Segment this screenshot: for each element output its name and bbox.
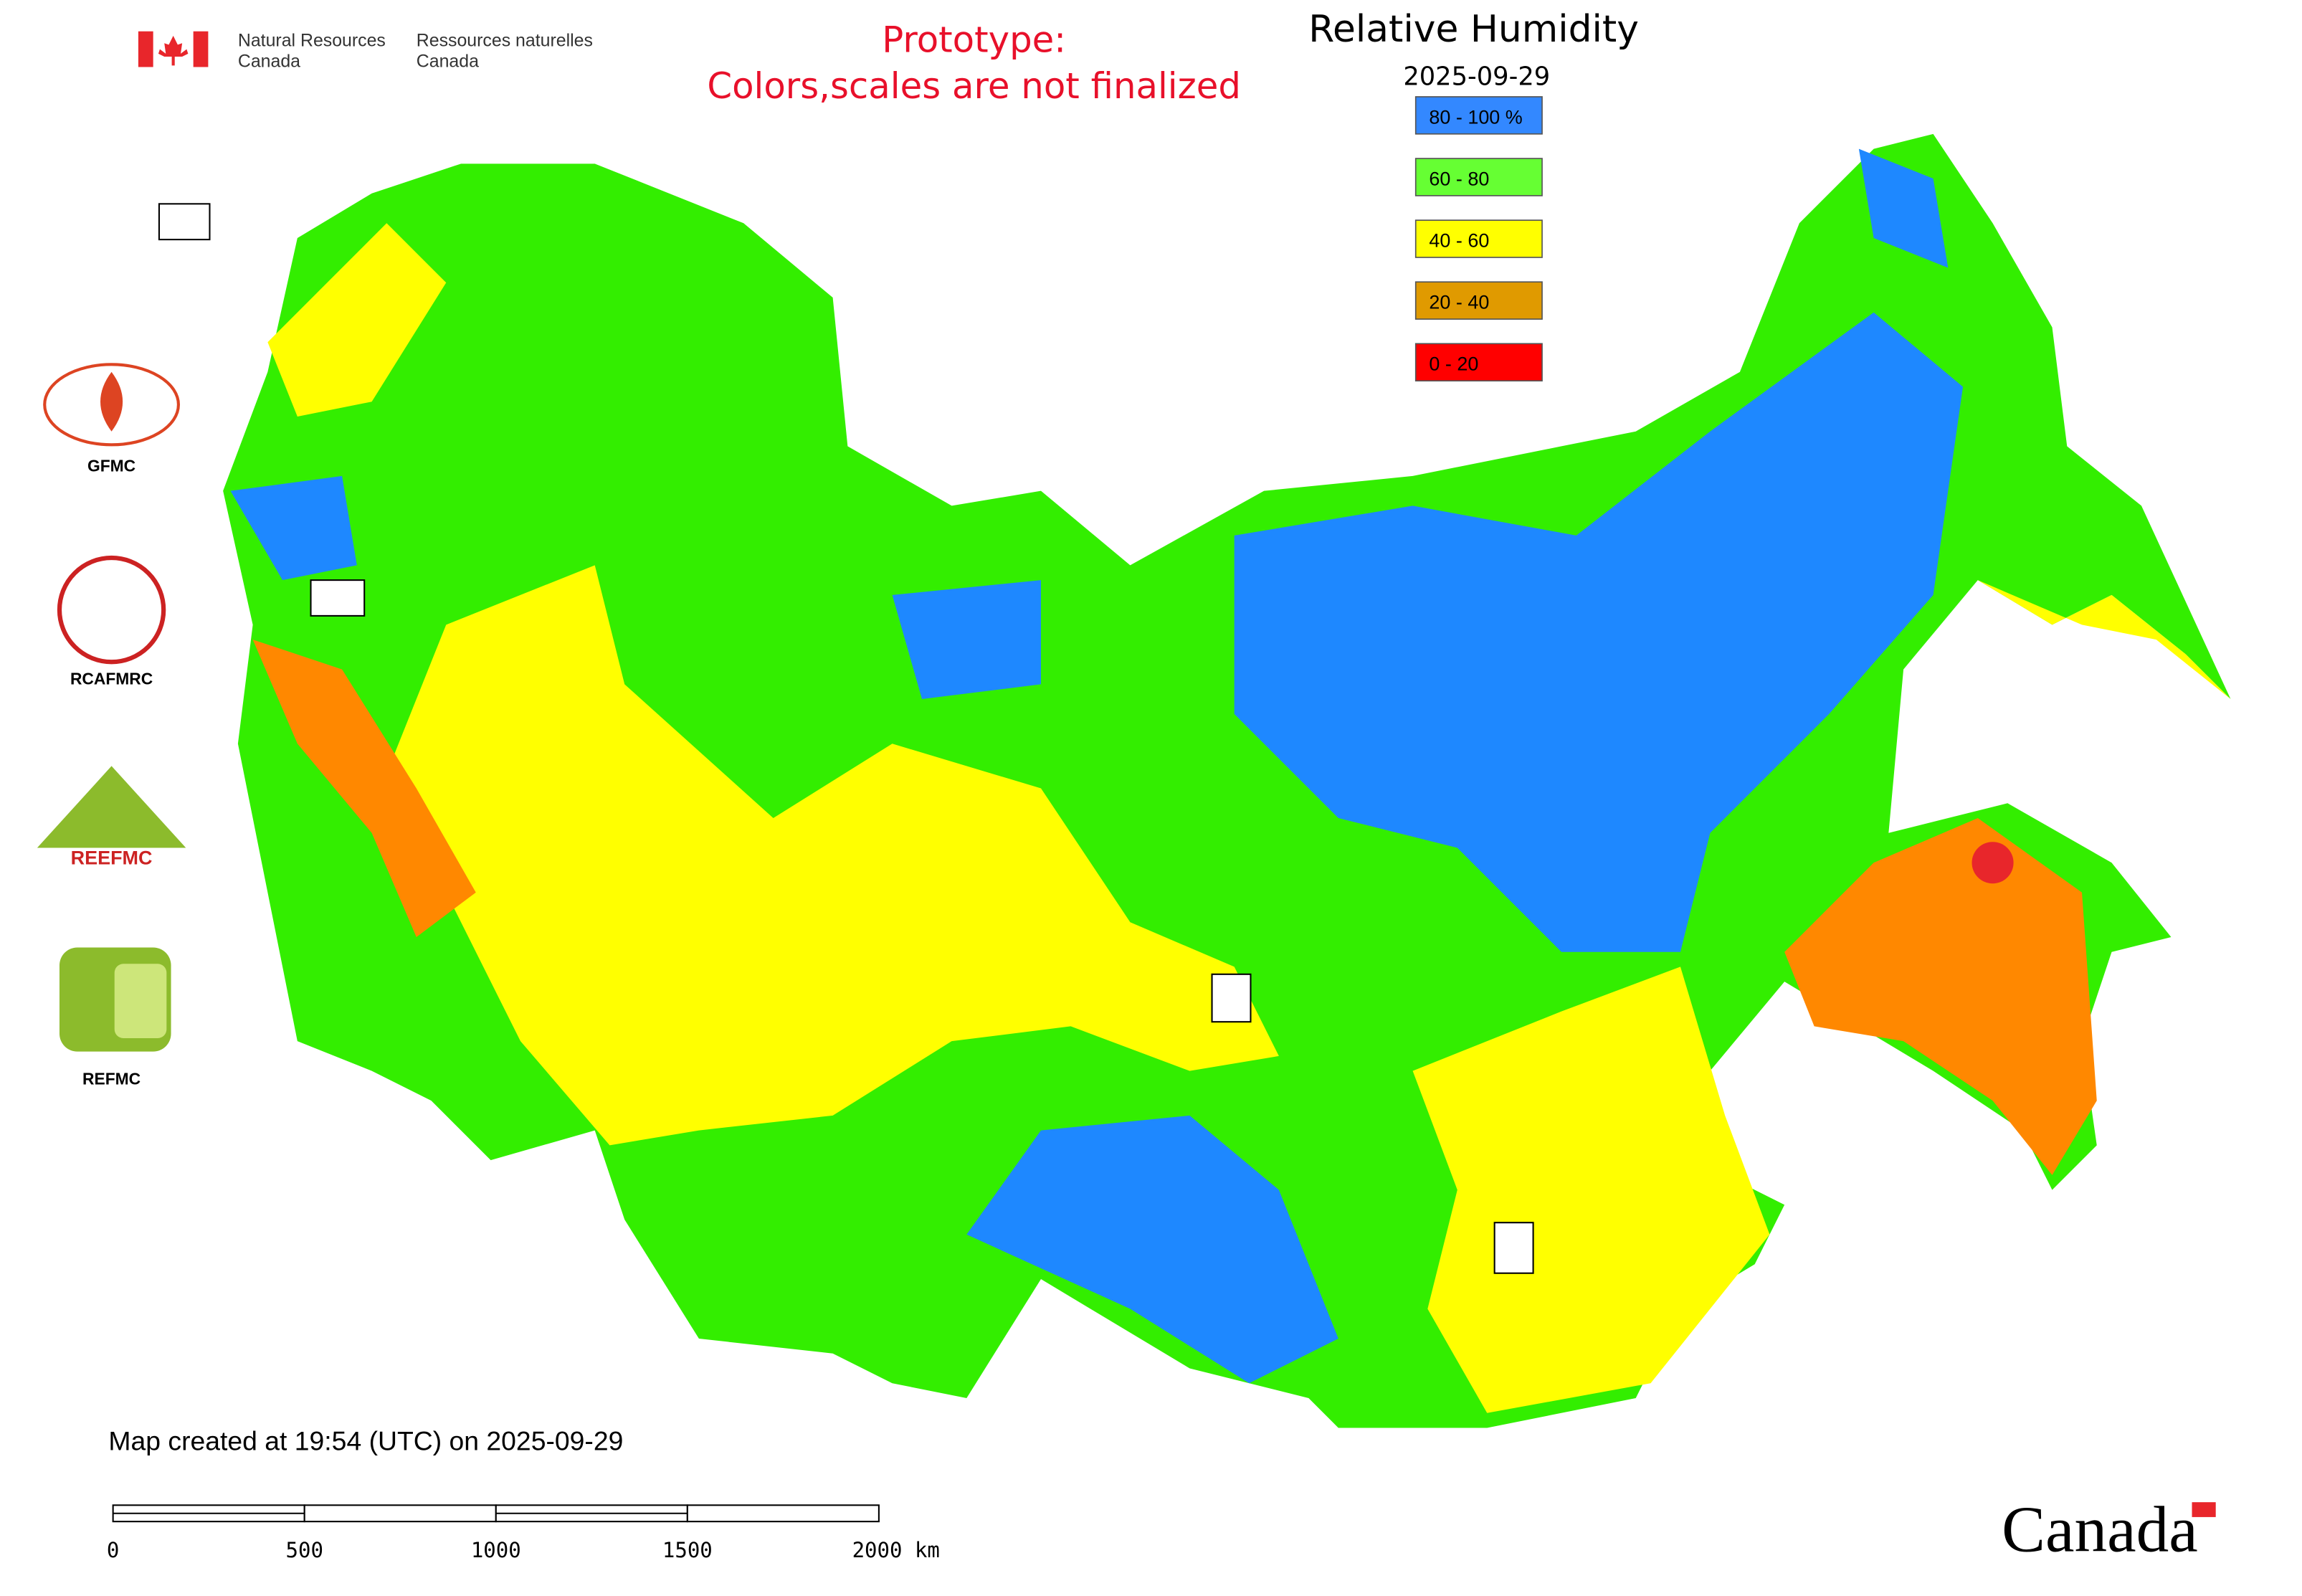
scale-segment	[303, 1504, 497, 1523]
prototype-notice: Colors,scales are not finalized	[707, 65, 1241, 107]
region-yellow	[1977, 580, 2231, 700]
scale-bar: 0 500 1000 1500 2000 km	[107, 1504, 940, 1562]
reefmc-band	[42, 847, 191, 869]
prototype-notice: Prototype:	[882, 19, 1066, 61]
department-fr: Ressources naturelles	[417, 30, 593, 50]
legend-swatch	[1414, 158, 1543, 196]
logo-marker	[310, 579, 366, 617]
region-blue	[892, 580, 1042, 700]
legend-label: 20 - 40	[1429, 292, 1489, 313]
scale-segment	[686, 1504, 880, 1523]
region-yellow	[386, 565, 1279, 1146]
legend-label: 40 - 60	[1429, 229, 1489, 251]
logo-marker	[158, 203, 211, 241]
rcafmrc-logo	[57, 555, 166, 665]
region-orange	[1784, 818, 2097, 1175]
legend-label: 80 - 100 %	[1429, 106, 1522, 128]
logo-marker	[1211, 973, 1252, 1023]
map-title: Relative Humidity	[1308, 8, 1639, 51]
flag-bar	[138, 31, 153, 67]
legend-label: 60 - 80	[1429, 168, 1489, 189]
scale-label: 0	[107, 1538, 119, 1562]
logo-label: REFMC	[82, 1069, 141, 1088]
map	[158, 133, 2231, 1428]
region-orange	[252, 640, 476, 937]
logo-label: RCAFMRC	[70, 669, 153, 688]
legend-label: 0 - 20	[1429, 353, 1478, 375]
government-signature: Natural Resources Canada Ressources natu…	[138, 30, 593, 71]
wordmark-flag	[2192, 1502, 2216, 1517]
region-blue	[1234, 312, 1964, 952]
region-yellow	[267, 223, 447, 417]
region-yellow	[1412, 966, 1770, 1413]
partner-logos: GFMC RCAFMRC REEFMC REFMC	[37, 363, 191, 1088]
legend-swatch	[1414, 219, 1543, 258]
region-blue	[966, 1115, 1338, 1384]
reefmc-logo	[37, 766, 186, 848]
map-footer: Map created at 19:54 (UTC) on 2025-09-29	[108, 1426, 623, 1456]
canada-wordmark: Canada	[2002, 1493, 2198, 1566]
region-blue	[1858, 148, 1949, 268]
maple-leaf	[158, 35, 189, 66]
legend: 80 - 100 % 60 - 80 40 - 60 20 - 40 0 - 20	[1414, 96, 1543, 381]
map-date: 2025-09-29	[1403, 62, 1550, 91]
logo-label: GFMC	[87, 457, 135, 475]
legend-swatch	[1414, 281, 1543, 320]
scale-label: 500	[285, 1538, 323, 1562]
gfmc-flame	[100, 371, 123, 432]
logo-marker	[1493, 1222, 1534, 1274]
department-en: Canada	[238, 51, 300, 71]
scale-label: 1500	[662, 1538, 713, 1562]
department-en: Natural Resources	[238, 30, 386, 50]
flag-bar	[193, 31, 209, 67]
region-blue	[230, 475, 357, 581]
logo-label: REEFMC	[71, 847, 153, 868]
region-red	[1972, 842, 2014, 884]
legend-swatch	[1414, 96, 1543, 135]
department-fr: Canada	[417, 51, 479, 71]
scale-label: 1000	[471, 1538, 521, 1562]
legend-swatch	[1414, 343, 1543, 381]
refmc-logo-part	[114, 964, 167, 1038]
scale-label: 2000 km	[852, 1538, 940, 1562]
